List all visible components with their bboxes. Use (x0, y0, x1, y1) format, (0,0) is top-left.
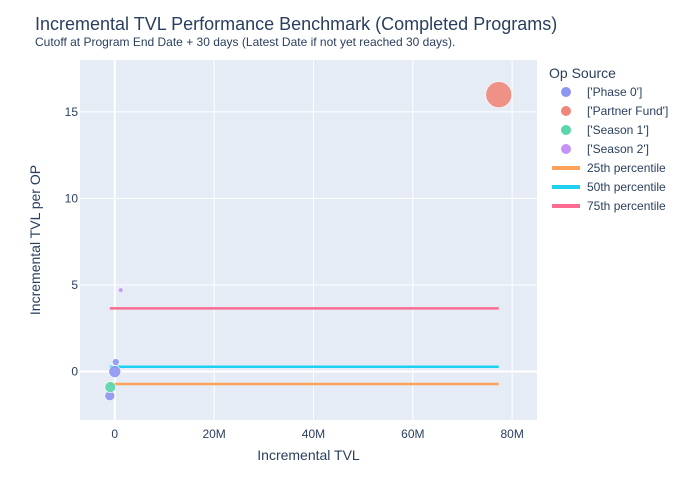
legend[interactable]: Op Source ['Phase 0'] ['Partner Fund'] ['S… (549, 65, 668, 213)
grid-lines (80, 60, 537, 420)
x-tick-label: 60M (401, 427, 424, 441)
chart-title: Incremental TVL Performance Benchmark (C… (35, 14, 557, 34)
y-tick-label: 0 (71, 365, 78, 379)
percentile-lines (109, 307, 499, 386)
data-point[interactable] (108, 365, 122, 378)
y-axis-title: Incremental TVL per OP (27, 165, 43, 315)
data-point[interactable] (104, 381, 117, 393)
legend-label[interactable]: ['Phase 0'] (587, 85, 642, 99)
y-axis-ticks: 0 5 10 15 (65, 105, 79, 379)
legend-label[interactable]: 75th percentile (587, 199, 666, 213)
data-point[interactable] (111, 358, 120, 366)
x-tick-label: 0 (111, 427, 118, 441)
legend-label[interactable]: ['Season 1'] (587, 123, 649, 137)
legend-label[interactable]: 50th percentile (587, 180, 666, 194)
legend-label[interactable]: ['Season 2'] (587, 142, 649, 156)
plot-area (80, 60, 537, 420)
x-tick-label: 40M (302, 427, 325, 441)
legend-label[interactable]: ['Partner Fund'] (587, 104, 668, 118)
legend-marker[interactable] (561, 87, 571, 97)
y-tick-label: 15 (65, 105, 79, 119)
data-points (104, 81, 513, 402)
legend-title: Op Source (549, 65, 616, 81)
chart-subtitle: Cutoff at Program End Date + 30 days (La… (35, 35, 455, 49)
x-axis-title: Incremental TVL (257, 447, 360, 463)
legend-label[interactable]: 25th percentile (587, 161, 666, 175)
legend-marker[interactable] (561, 106, 571, 116)
legend-marker[interactable] (561, 144, 571, 154)
x-axis-ticks: 0 20M 40M 60M 80M (111, 427, 523, 441)
data-point[interactable] (485, 81, 513, 108)
x-tick-label: 80M (500, 427, 523, 441)
x-tick-label: 20M (202, 427, 225, 441)
legend-marker[interactable] (561, 125, 571, 135)
data-point[interactable] (117, 287, 124, 293)
y-tick-label: 5 (71, 278, 78, 292)
y-tick-label: 10 (65, 191, 79, 205)
